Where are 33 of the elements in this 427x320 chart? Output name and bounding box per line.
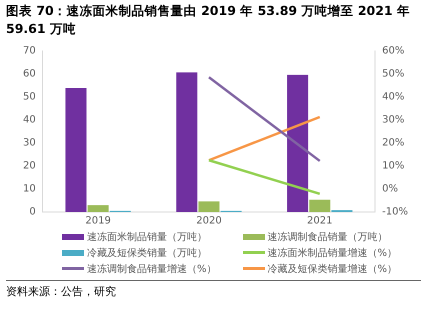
- x-tick-label: 2019: [85, 216, 111, 227]
- y-tick-label: 20: [22, 160, 36, 172]
- y2-tick-label: 40%: [382, 92, 404, 103]
- y2-tick-label: 30%: [382, 114, 404, 126]
- y2-tick-label: 0%: [382, 184, 398, 195]
- y-tick-label: 40: [22, 114, 36, 126]
- y-tick-label: 50: [22, 92, 36, 103]
- bar: [309, 200, 330, 212]
- legend-label: 冷藏及短保类销量（万吨）: [87, 246, 207, 260]
- bar: [287, 74, 308, 212]
- bar: [198, 201, 220, 212]
- y-tick-label: 30: [22, 138, 36, 149]
- bar: [88, 205, 109, 212]
- legend-label: 冷藏及短保类销量增速（%）: [268, 262, 398, 276]
- text: 资料来源：公告，研究: [6, 280, 421, 299]
- y-tick-label: 70: [22, 46, 36, 57]
- y2-tick-label: 10%: [382, 160, 404, 172]
- y2-tick-label: 20%: [382, 138, 404, 149]
- legend-label: 速冻面米制品销量（万吨）: [87, 230, 207, 244]
- y2-tick-label: 60%: [382, 46, 404, 57]
- y-tick-label: 0: [29, 206, 36, 218]
- y2-tick-label: -10%: [382, 206, 408, 218]
- legend-label: 速冻调制食品销量（万吨）: [268, 230, 388, 244]
- bar: [65, 88, 86, 212]
- legend-label: 速冻面米制品销量增速（%）: [268, 246, 398, 260]
- legend-label: 速冻调制食品销量增速（%）: [87, 262, 217, 276]
- y-tick-label: 10: [22, 184, 36, 195]
- y2-tick-label: 50%: [382, 68, 404, 80]
- chart-title: 图表 70：速冻面米制品销售量由 2019 年 53.89 万吨增至 2021 年 59.61 万吨: [5, 2, 411, 38]
- y-tick-label: 60: [22, 68, 36, 80]
- x-tick-label: 2020: [196, 216, 222, 227]
- x-tick-label: 2021: [307, 216, 332, 227]
- bar: [176, 72, 198, 212]
